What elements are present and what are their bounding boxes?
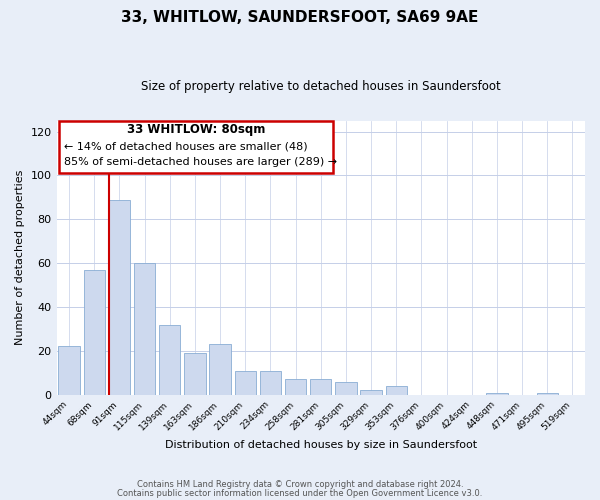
Bar xyxy=(260,370,281,394)
Bar xyxy=(209,344,231,395)
Bar xyxy=(134,263,155,394)
Bar xyxy=(285,380,307,394)
Text: Contains public sector information licensed under the Open Government Licence v3: Contains public sector information licen… xyxy=(118,488,482,498)
Bar xyxy=(335,382,356,394)
X-axis label: Distribution of detached houses by size in Saundersfoot: Distribution of detached houses by size … xyxy=(165,440,477,450)
Bar xyxy=(310,380,331,394)
Bar xyxy=(536,392,558,394)
Text: ← 14% of detached houses are smaller (48): ← 14% of detached houses are smaller (48… xyxy=(64,142,307,152)
Bar xyxy=(184,353,206,395)
Bar xyxy=(58,346,80,395)
Y-axis label: Number of detached properties: Number of detached properties xyxy=(15,170,25,346)
Bar xyxy=(235,370,256,394)
Text: 33, WHITLOW, SAUNDERSFOOT, SA69 9AE: 33, WHITLOW, SAUNDERSFOOT, SA69 9AE xyxy=(121,10,479,25)
Bar xyxy=(109,200,130,394)
Text: 85% of semi-detached houses are larger (289) →: 85% of semi-detached houses are larger (… xyxy=(64,156,337,166)
Bar xyxy=(361,390,382,394)
Title: Size of property relative to detached houses in Saundersfoot: Size of property relative to detached ho… xyxy=(141,80,500,93)
Bar xyxy=(83,270,105,394)
Bar xyxy=(159,324,181,394)
Text: Contains HM Land Registry data © Crown copyright and database right 2024.: Contains HM Land Registry data © Crown c… xyxy=(137,480,463,489)
Bar xyxy=(386,386,407,394)
Bar xyxy=(486,392,508,394)
Text: 33 WHITLOW: 80sqm: 33 WHITLOW: 80sqm xyxy=(127,123,265,136)
